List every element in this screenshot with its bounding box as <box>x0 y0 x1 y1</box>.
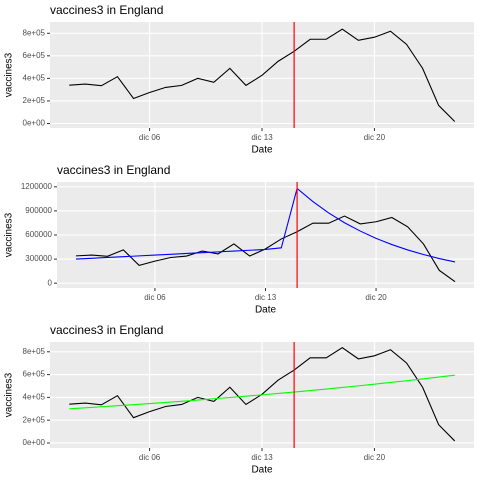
x-axis-label: Date <box>251 465 273 476</box>
y-tick-label: 4e+05 <box>23 393 46 402</box>
y-tick-label: 6e+05 <box>23 370 46 379</box>
x-axis-label: Date <box>251 145 273 156</box>
y-axis-label: vaccines3 <box>4 212 15 257</box>
series-line <box>75 215 456 283</box>
x-tick-label: dic 20 <box>365 293 387 302</box>
y-axis-label: vaccines3 <box>4 52 15 97</box>
y-axis-label: vaccines3 <box>4 372 15 417</box>
series-line <box>69 347 456 442</box>
x-tick-label: dic 13 <box>255 293 277 302</box>
x-tick-label: dic 20 <box>364 133 386 142</box>
x-tick-label: dic 06 <box>144 293 166 302</box>
series-line <box>75 187 456 263</box>
x-tick-label: dic 13 <box>251 453 273 462</box>
x-tick-label: dic 20 <box>364 453 386 462</box>
y-tick-label: 8e+05 <box>23 28 46 37</box>
y-tick-label: 600000 <box>25 230 52 239</box>
chart-title: vaccines3 in England <box>50 323 163 337</box>
y-tick-label: 4e+05 <box>23 73 46 82</box>
y-tick-label: 8e+05 <box>23 347 46 356</box>
chart-title: vaccines3 in England <box>57 163 170 177</box>
y-tick-label: 0e+00 <box>23 119 46 128</box>
y-tick-label: 1200000 <box>21 182 53 191</box>
x-tick-label: dic 06 <box>139 453 161 462</box>
y-tick-label: 0 <box>48 278 53 287</box>
y-tick-label: 300000 <box>25 254 52 263</box>
series-line <box>69 28 456 122</box>
x-axis-label: Date <box>255 305 277 316</box>
x-tick-label: dic 06 <box>139 133 161 142</box>
y-tick-label: 0e+00 <box>23 438 46 447</box>
y-tick-label: 900000 <box>25 206 52 215</box>
x-tick-label: dic 13 <box>251 133 273 142</box>
series-line <box>69 374 455 410</box>
chart-title: vaccines3 in England <box>50 3 163 17</box>
y-tick-label: 2e+05 <box>23 96 46 105</box>
y-tick-label: 2e+05 <box>23 415 46 424</box>
y-tick-label: 6e+05 <box>23 51 46 60</box>
